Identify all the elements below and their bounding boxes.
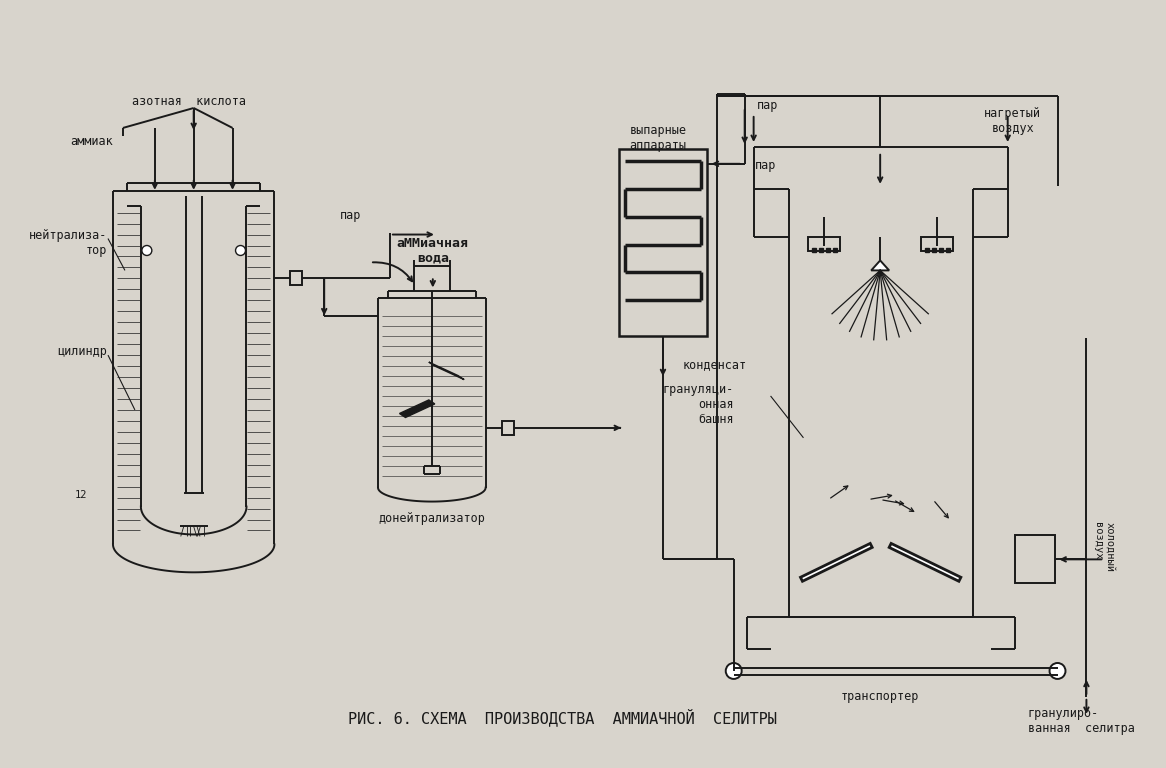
Circle shape bbox=[142, 246, 152, 256]
Text: холодный
воздух: холодный воздух bbox=[1094, 522, 1115, 572]
Polygon shape bbox=[429, 362, 464, 379]
Text: азотная  кислота: азотная кислота bbox=[132, 95, 246, 108]
Polygon shape bbox=[890, 544, 961, 581]
Bar bbox=[1014, 535, 1054, 583]
Text: 12: 12 bbox=[75, 490, 87, 500]
Text: грануляци-
онная
башня: грануляци- онная башня bbox=[662, 383, 733, 426]
Bar bbox=[808, 237, 841, 251]
Bar bbox=[501, 421, 513, 435]
Text: выпарные
аппараты: выпарные аппараты bbox=[630, 124, 687, 152]
Text: цилиндр: цилиндр bbox=[57, 345, 107, 358]
Text: пар: пар bbox=[757, 99, 778, 112]
Text: нагретый
воздух: нагретый воздух bbox=[984, 107, 1041, 135]
Polygon shape bbox=[871, 260, 890, 270]
Circle shape bbox=[1049, 663, 1066, 679]
Text: аММиачная
вода: аММиачная вода bbox=[396, 237, 469, 264]
Text: донейтрализатор: донейтрализатор bbox=[379, 511, 485, 525]
Text: аммиак: аммиак bbox=[70, 135, 113, 148]
Text: конденсат: конденсат bbox=[683, 358, 747, 371]
Bar bbox=[921, 237, 953, 251]
Text: РИС. 6. СХЕМА  ПРОИЗВОДСТВА  АММИАЧНОЙ  СЕЛИТРЫ: РИС. 6. СХЕМА ПРОИЗВОДСТВА АММИАЧНОЙ СЕЛ… bbox=[347, 709, 777, 727]
Bar bbox=[619, 149, 707, 336]
Text: гранулиро-
ванная  селитра: гранулиро- ванная селитра bbox=[1027, 707, 1135, 735]
Circle shape bbox=[236, 246, 246, 256]
Text: пар: пар bbox=[754, 159, 777, 172]
Circle shape bbox=[725, 663, 742, 679]
Polygon shape bbox=[400, 400, 435, 418]
Bar bbox=[290, 271, 302, 286]
Text: нейтрализа-
тор: нейтрализа- тор bbox=[29, 229, 107, 257]
Text: транспортер: транспортер bbox=[841, 690, 919, 703]
Polygon shape bbox=[801, 544, 872, 581]
Text: пар: пар bbox=[340, 209, 361, 222]
